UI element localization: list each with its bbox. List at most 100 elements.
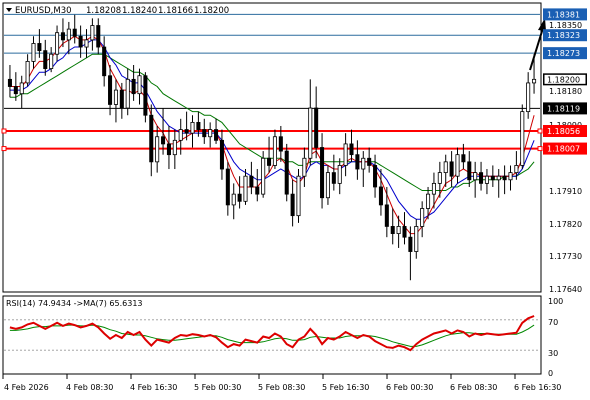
- candle[interactable]: [361, 151, 366, 187]
- candle[interactable]: [484, 169, 489, 195]
- candle[interactable]: [290, 179, 295, 227]
- candle[interactable]: [214, 118, 219, 144]
- rsi-lines: [4, 315, 540, 352]
- candle[interactable]: [496, 169, 501, 198]
- candle[interactable]: [113, 79, 118, 123]
- candle[interactable]: [479, 161, 484, 191]
- candle[interactable]: [343, 133, 348, 177]
- candle[interactable]: [532, 54, 537, 94]
- candle[interactable]: [143, 72, 148, 123]
- candle[interactable]: [467, 151, 472, 187]
- candle[interactable]: [267, 136, 272, 173]
- candle[interactable]: [7, 64, 12, 98]
- candle[interactable]: [237, 176, 242, 209]
- candle[interactable]: [508, 165, 513, 191]
- candle[interactable]: [426, 186, 431, 220]
- candle[interactable]: [49, 47, 54, 73]
- candle[interactable]: [43, 39, 48, 76]
- candle[interactable]: [25, 54, 30, 87]
- candle[interactable]: [296, 169, 301, 223]
- candle[interactable]: [249, 161, 254, 195]
- candle[interactable]: [402, 212, 407, 245]
- candle[interactable]: [373, 154, 378, 198]
- candle[interactable]: [137, 68, 142, 105]
- candle[interactable]: [367, 147, 372, 173]
- candle[interactable]: [66, 21, 71, 55]
- candle[interactable]: [284, 143, 289, 202]
- candle[interactable]: [449, 151, 454, 187]
- candle[interactable]: [502, 165, 507, 195]
- candle[interactable]: [161, 108, 166, 155]
- candle[interactable]: [72, 14, 77, 44]
- candle[interactable]: [378, 169, 383, 216]
- candle[interactable]: [320, 133, 325, 209]
- candle[interactable]: [408, 226, 413, 281]
- candle[interactable]: [420, 201, 425, 238]
- candle[interactable]: [78, 25, 83, 58]
- candle[interactable]: [261, 151, 266, 198]
- candle[interactable]: [473, 161, 478, 198]
- candle[interactable]: [178, 118, 183, 155]
- candle[interactable]: [108, 64, 113, 116]
- candle[interactable]: [414, 219, 419, 259]
- candle[interactable]: [231, 183, 236, 220]
- candle[interactable]: [119, 82, 124, 119]
- level-anchor[interactable]: [1, 128, 7, 134]
- time-axis[interactable]: 4 Feb 2026 4 Feb 08:30 4 Feb 16:30 5 Feb…: [2, 374, 561, 392]
- candle[interactable]: [155, 125, 160, 173]
- candle[interactable]: [396, 215, 401, 248]
- candle[interactable]: [302, 147, 307, 187]
- candle[interactable]: [314, 86, 319, 159]
- candle[interactable]: [13, 72, 18, 101]
- candle[interactable]: [390, 208, 395, 245]
- level-anchor[interactable]: [537, 128, 543, 134]
- candle[interactable]: [349, 129, 354, 162]
- candle[interactable]: [272, 129, 277, 170]
- candle[interactable]: [337, 158, 342, 195]
- price-axis[interactable]: 1.18350 1.18180 1.18090 1.17910 1.17820 …: [549, 21, 582, 294]
- level-anchor[interactable]: [1, 146, 7, 152]
- candle[interactable]: [278, 125, 283, 162]
- collapse-triangle-icon[interactable]: [6, 8, 12, 12]
- candle[interactable]: [196, 111, 201, 137]
- candle[interactable]: [202, 118, 207, 144]
- candle[interactable]: [37, 29, 42, 58]
- candle[interactable]: [431, 172, 436, 209]
- candle[interactable]: [60, 18, 65, 48]
- candle[interactable]: [461, 143, 466, 170]
- candle[interactable]: [437, 161, 442, 198]
- candle[interactable]: [31, 36, 36, 69]
- candle[interactable]: [520, 104, 525, 170]
- candle[interactable]: [331, 154, 336, 191]
- candle[interactable]: [172, 129, 177, 170]
- candle[interactable]: [190, 115, 195, 148]
- candle[interactable]: [166, 125, 171, 170]
- candle[interactable]: [490, 165, 495, 187]
- candle[interactable]: [243, 169, 248, 205]
- candle[interactable]: [96, 18, 101, 55]
- candle[interactable]: [184, 111, 189, 141]
- level-anchor[interactable]: [537, 146, 543, 152]
- candle[interactable]: [125, 68, 130, 116]
- candle[interactable]: [308, 79, 313, 166]
- candle[interactable]: [255, 169, 260, 202]
- candle[interactable]: [225, 161, 230, 216]
- candle[interactable]: [514, 151, 519, 180]
- candle[interactable]: [131, 64, 136, 101]
- candle[interactable]: [149, 104, 154, 177]
- candle[interactable]: [384, 186, 389, 238]
- candle[interactable]: [325, 165, 330, 205]
- candle[interactable]: [102, 36, 107, 87]
- candle[interactable]: [84, 29, 89, 58]
- candle[interactable]: [219, 129, 224, 180]
- candle[interactable]: [208, 122, 213, 148]
- price-panel[interactable]: [2, 2, 542, 293]
- candle[interactable]: [355, 140, 360, 180]
- candle[interactable]: [55, 25, 60, 62]
- candle[interactable]: [443, 154, 448, 187]
- candle[interactable]: [455, 147, 460, 184]
- candle[interactable]: [526, 72, 531, 119]
- candle[interactable]: [90, 18, 95, 51]
- candle[interactable]: [19, 75, 24, 109]
